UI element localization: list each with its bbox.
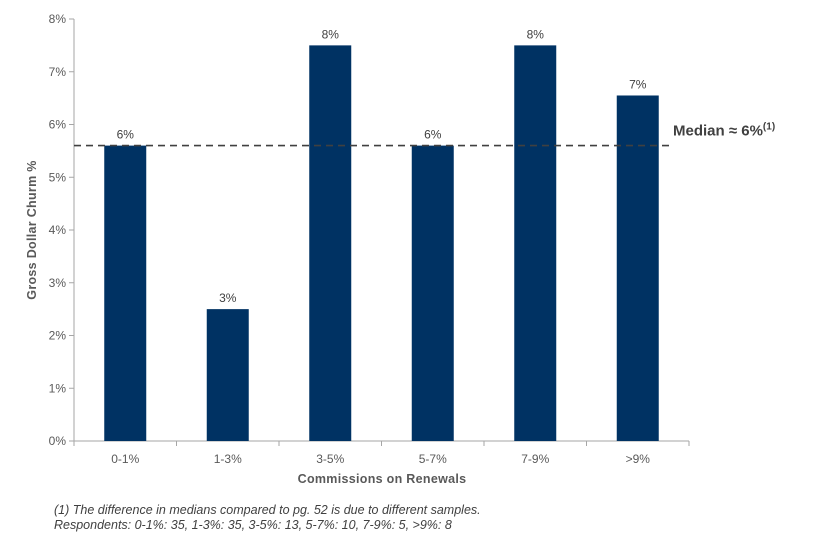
x-tick-label: 7-9% <box>521 452 549 466</box>
bar-value-label: 6% <box>117 128 135 142</box>
y-tick-label: 7% <box>49 65 67 79</box>
x-tick-label: 1-3% <box>214 452 242 466</box>
bar-value-label: 3% <box>219 291 237 305</box>
y-tick-label: 5% <box>49 170 67 184</box>
bar-value-label: 7% <box>629 77 647 91</box>
footnote-line-2: Respondents: 0-1%: 35, 1-3%: 35, 3-5%: 1… <box>54 518 452 532</box>
y-tick-label: 3% <box>49 276 67 290</box>
bar-value-label: 8% <box>322 27 340 41</box>
y-axis-title: Gross Dollar Churm % <box>25 160 39 299</box>
footnote: (1) The difference in medians compared t… <box>54 503 481 533</box>
bar <box>309 45 352 441</box>
bar <box>514 45 557 441</box>
bar-chart: 0% 1% 2% 3% 4% 5% 6% 7% 8% 0-1% 1-3% 3-5% 5-7% 7-9% >… <box>25 12 775 486</box>
y-tick-label: 6% <box>49 118 67 132</box>
median-label: Median ≈ 6%(1) <box>673 122 775 140</box>
footnote-line-1: (1) The difference in medians compared t… <box>54 503 481 517</box>
bar-value-label: 8% <box>527 27 545 41</box>
bar <box>104 145 147 441</box>
x-tick-label: 0-1% <box>111 452 139 466</box>
bars <box>104 45 659 442</box>
bar <box>616 95 659 442</box>
bar <box>411 145 454 441</box>
y-axis: 0% 1% 2% 3% 4% 5% 6% 7% 8% <box>49 12 75 448</box>
x-axis-title: Commissions on Renewals <box>298 472 467 486</box>
x-tick-label: >9% <box>626 452 651 466</box>
data-labels: 6% 3% 8% 6% 8% 7% <box>117 27 647 305</box>
y-tick-label: 4% <box>49 223 67 237</box>
y-tick-label: 8% <box>49 12 67 26</box>
bar-value-label: 6% <box>424 128 442 142</box>
bar <box>206 309 249 441</box>
y-tick-label: 0% <box>49 434 67 448</box>
x-tick-label: 3-5% <box>316 452 344 466</box>
y-tick-label: 1% <box>49 381 67 395</box>
x-tick-label: 5-7% <box>419 452 447 466</box>
x-axis: 0-1% 1-3% 3-5% 5-7% 7-9% >9% <box>73 440 690 466</box>
median-reference: Median ≈ 6%(1) <box>74 122 775 147</box>
y-tick-label: 2% <box>49 329 67 343</box>
